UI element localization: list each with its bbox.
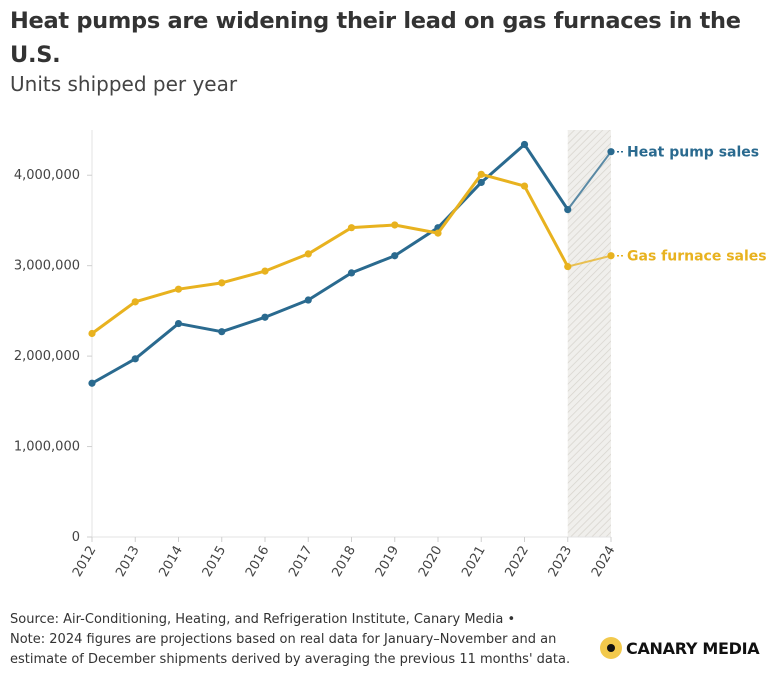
y-tick-label: 4,000,000 — [14, 168, 80, 183]
projection-shading — [567, 130, 611, 537]
heat-pump-point — [88, 379, 96, 387]
x-tick-label: 2021 — [459, 544, 489, 580]
heat-pump-point — [261, 313, 269, 321]
gas-furnace-point — [174, 285, 183, 293]
gas-furnace-point — [564, 262, 572, 271]
x-tick-label: 2015 — [200, 544, 230, 580]
brand-name: CANARY MEDIA — [626, 638, 760, 658]
chart-footer: Source: Air-Conditioning, Heating, and R… — [10, 610, 600, 670]
canary-logo-icon — [600, 637, 622, 659]
x-tick-label: 2020 — [416, 544, 446, 580]
x-tick-label: 2022 — [502, 544, 532, 580]
x-tick-label: 2017 — [286, 544, 316, 580]
y-tick-label: 2,000,000 — [14, 349, 80, 364]
chart-title: Heat pumps are widening their lead on ga… — [10, 8, 741, 68]
heat-pump-point — [304, 296, 312, 304]
heat-pump-point — [174, 319, 183, 328]
heat-pump-line — [90, 142, 570, 385]
gas-furnace-point — [520, 182, 529, 190]
gas-furnace-point — [347, 224, 356, 232]
x-tick-label: 2014 — [156, 544, 186, 580]
x-tick-label: 2018 — [329, 544, 359, 580]
heat-pump-point — [131, 355, 139, 363]
source-note: Source: Air-Conditioning, Heating, and R… — [10, 612, 516, 627]
projection-note: Note: 2024 figures are projections based… — [10, 632, 571, 667]
gas-furnace-line — [90, 172, 570, 335]
gas-furnace-point — [391, 221, 399, 229]
gas-furnace-point — [218, 279, 226, 287]
gas-furnace-projection-line — [567, 254, 612, 268]
gas-furnace-point — [261, 267, 269, 275]
y-tick-label: 1,000,000 — [14, 440, 80, 455]
gas-furnace-point — [434, 229, 442, 237]
gas-furnace-point — [88, 329, 96, 338]
gas-furnace-point — [607, 252, 615, 260]
x-tick-label: 2023 — [546, 544, 576, 580]
gas-furnace-point — [304, 250, 312, 258]
y-tick-label: 3,000,000 — [14, 259, 80, 274]
heat-pump-point — [520, 140, 529, 149]
y-tick-label: 0 — [72, 530, 80, 545]
heat-pump-point — [607, 148, 615, 156]
canary-media-logo: CANARY MEDIA — [600, 637, 760, 659]
x-tick-label: 2019 — [373, 544, 403, 580]
x-tick-label: 2024 — [589, 544, 619, 580]
heat-pump-point — [347, 269, 356, 277]
heat-pump-point — [391, 252, 399, 260]
line-chart: 0 1,000,000 2,000,000 3,000,000 4,000,000 201… — [14, 130, 767, 580]
x-tick-label: 2012 — [70, 544, 100, 580]
heat-pump-projection-line — [566, 151, 612, 211]
gas-furnace-label: Gas furnace sales — [627, 249, 767, 265]
heat-pump-point — [218, 328, 226, 336]
heat-pump-label: Heat pump sales — [627, 145, 759, 161]
x-tick-label: 2013 — [113, 544, 143, 580]
gas-furnace-point — [477, 170, 485, 178]
chart-subtitle: Units shipped per year — [10, 72, 238, 96]
gas-furnace-point — [131, 298, 139, 306]
x-tick-label: 2016 — [243, 544, 273, 580]
heat-pump-point — [477, 178, 485, 187]
heat-pump-point — [564, 205, 572, 214]
